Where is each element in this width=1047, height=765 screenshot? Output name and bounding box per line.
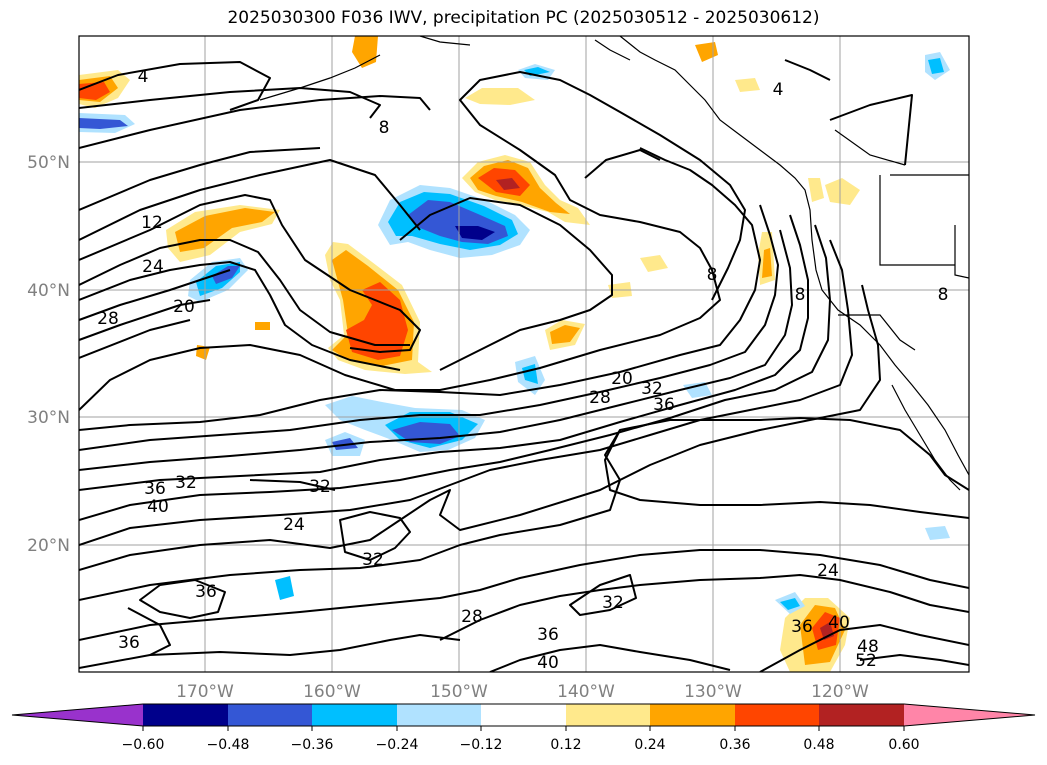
contour-label: 36 (144, 479, 166, 499)
contour-label: 36 (791, 617, 813, 637)
colorbar-ticks (142, 726, 905, 731)
colorbar-tick-label: −0.12 (460, 737, 503, 753)
contour-label: 24 (817, 561, 839, 581)
colorbar-segment (904, 704, 1035, 726)
lat-label-50n: 50°N (27, 153, 70, 173)
precip-patch (255, 322, 270, 330)
map-panel: 4 4 8 8 8 8 12 20 20 24 24 24 28 28 28 3… (79, 36, 969, 673)
map-title: 2025030300 F036 IWV, precipitation PC (2… (227, 8, 820, 28)
precip-patch (762, 248, 772, 278)
colorbar-segment (735, 704, 819, 726)
contour-label: 32 (309, 477, 331, 497)
precip-patch (735, 78, 760, 92)
colorbar-tick-label: 0.24 (634, 737, 665, 753)
contour-label: 40 (828, 613, 850, 633)
precip-patch (640, 255, 668, 272)
precip-shading (79, 36, 950, 672)
lat-label-30n: 30°N (27, 408, 70, 428)
colorbar-segment (143, 704, 228, 726)
lon-label-140w: 140°W (557, 682, 615, 702)
contour-label: 32 (641, 379, 663, 399)
colorbar-tick-label: 0.36 (719, 737, 750, 753)
colorbar-segment (228, 704, 312, 726)
colorbar-tick-label: 0.48 (803, 737, 834, 753)
lat-label-20n: 20°N (27, 536, 70, 556)
colorbar-tick-label: −0.48 (207, 737, 250, 753)
precip-patch (780, 598, 800, 610)
lon-label-150w: 150°W (430, 682, 488, 702)
contour-label: 32 (362, 550, 384, 570)
contour-label: 48 (857, 637, 879, 657)
contour-label: 36 (118, 633, 140, 653)
precip-patch (275, 576, 294, 600)
precip-patch (550, 325, 580, 344)
lon-label-120w: 120°W (811, 682, 869, 702)
contour-label: 20 (173, 297, 195, 317)
contour-label: 4 (138, 67, 149, 87)
contour-label: 28 (589, 388, 611, 408)
contour-label: 28 (97, 309, 119, 329)
colorbar-segment (397, 704, 481, 726)
contour-label: 20 (611, 369, 633, 389)
precip-patch (825, 178, 860, 205)
precip-patch (925, 526, 950, 540)
contour-label: 24 (142, 257, 164, 277)
colorbar-segment (312, 704, 397, 726)
precip-patch (683, 382, 712, 398)
contour-label: 12 (141, 213, 163, 233)
precip-patch (465, 88, 535, 105)
precip-patch (808, 178, 824, 202)
lat-label-40n: 40°N (27, 281, 70, 301)
precip-patch (695, 42, 718, 62)
contour-label: 8 (707, 265, 718, 285)
contour-label: 40 (147, 497, 169, 517)
colorbar: −0.60 −0.48 −0.36 −0.24 −0.12 0.12 0.24 … (11, 703, 1036, 753)
contour-label: 8 (795, 285, 806, 305)
colorbar-tick-label: −0.24 (376, 737, 419, 753)
contour-label: 36 (653, 395, 675, 415)
contour-label: 36 (537, 625, 559, 645)
lon-label-170w: 170°W (176, 682, 234, 702)
lon-label-130w: 130°W (684, 682, 742, 702)
colorbar-tick-label: −0.60 (122, 737, 165, 753)
contour-label: 40 (537, 653, 559, 673)
precip-patch (455, 226, 495, 240)
colorbar-tick-label: 0.12 (550, 737, 581, 753)
contour-label: 28 (461, 607, 483, 627)
iwv-contours (79, 59, 969, 672)
contour-label: 8 (379, 118, 390, 138)
contour-labels: 4 4 8 8 8 8 12 20 20 24 24 24 28 28 28 3… (97, 67, 949, 673)
lon-label-160w: 160°W (303, 682, 361, 702)
contour-label: 4 (773, 80, 784, 100)
precip-patch (79, 118, 128, 129)
contour-label: 32 (175, 473, 197, 493)
colorbar-segment (566, 704, 650, 726)
map-frame (78, 35, 970, 673)
contour-label: 32 (602, 593, 624, 613)
coastlines (259, 36, 969, 491)
colorbar-segment (819, 704, 904, 726)
colorbar-segment (12, 704, 143, 726)
colorbar-tick-label: −0.36 (291, 737, 334, 753)
contour-label: 36 (195, 582, 217, 602)
precip-patch (212, 266, 240, 284)
colorbar-segment (650, 704, 735, 726)
precip-patch (496, 178, 520, 190)
colorbar-segment (481, 704, 566, 726)
contour-label: 24 (283, 515, 305, 535)
contour-label: 52 (855, 651, 877, 671)
contour-label: 8 (938, 285, 949, 305)
colorbar-tick-label: 0.60 (888, 737, 919, 753)
precip-patch (928, 58, 944, 74)
